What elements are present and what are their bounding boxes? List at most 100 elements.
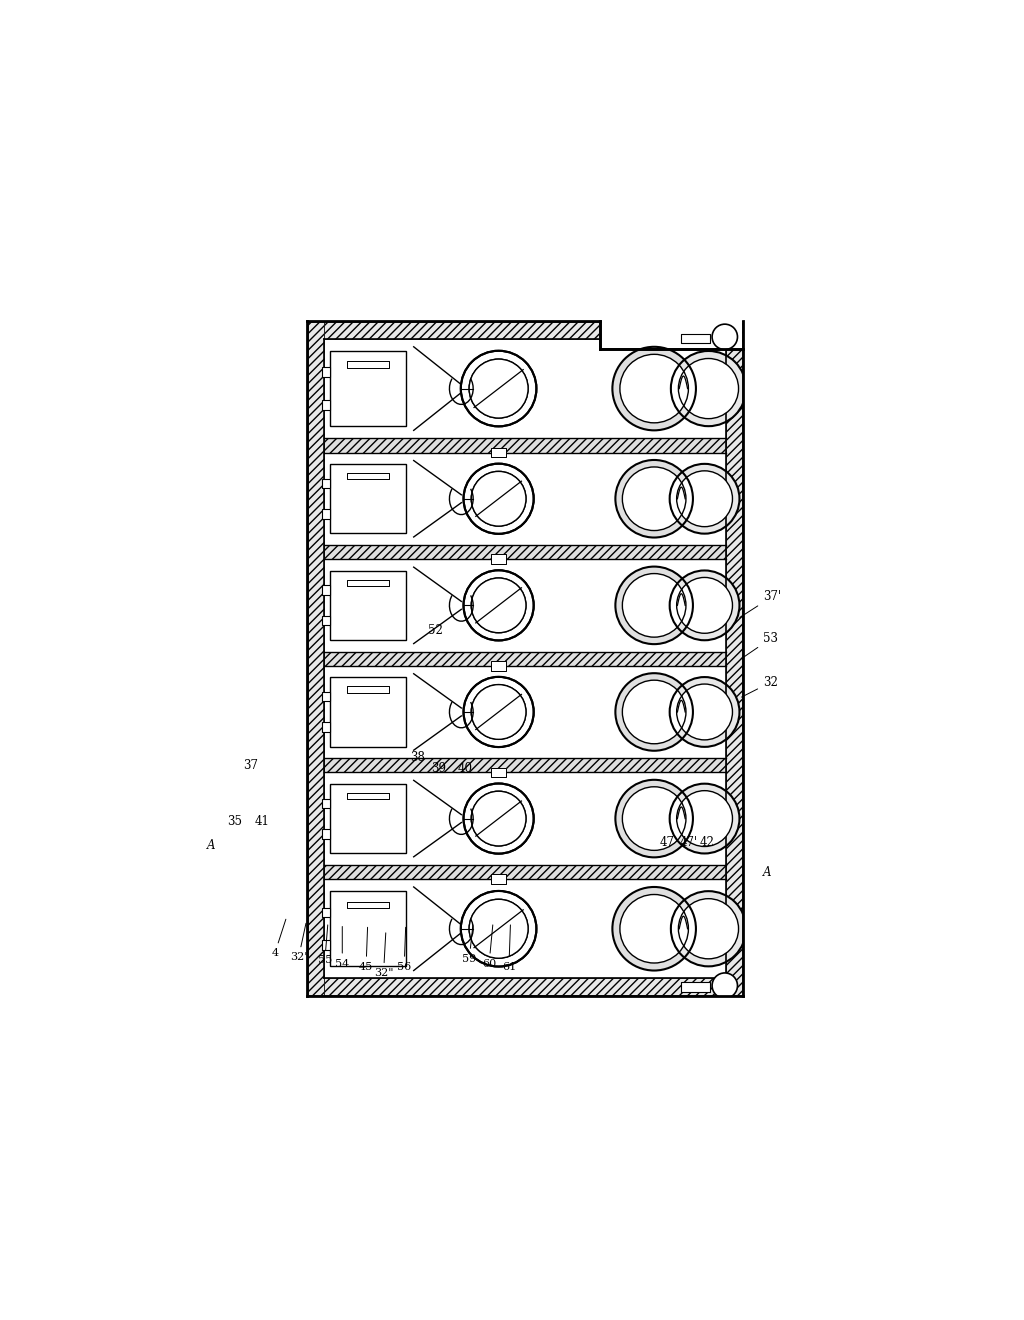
Circle shape (677, 577, 732, 634)
Bar (492, 661, 506, 671)
Text: 59: 59 (462, 925, 476, 964)
Bar (324, 865, 726, 879)
Bar (323, 829, 331, 838)
Text: 47': 47' (680, 837, 697, 849)
Bar (743, 269, 922, 1064)
Text: 45: 45 (359, 927, 373, 972)
Bar (331, 351, 406, 426)
Bar (323, 367, 331, 378)
Bar (323, 616, 331, 626)
Text: US 2009/0325040 A1: US 2009/0325040 A1 (712, 292, 870, 305)
Circle shape (464, 677, 534, 747)
Bar (324, 652, 726, 665)
Bar (492, 768, 506, 777)
Bar (347, 902, 389, 908)
Bar (492, 554, 506, 564)
Circle shape (464, 463, 534, 533)
Bar (306, 321, 324, 997)
Text: 32': 32' (290, 923, 307, 962)
Text: 53: 53 (741, 632, 778, 659)
Circle shape (471, 578, 526, 632)
Circle shape (469, 899, 528, 958)
Bar (331, 465, 406, 533)
Bar (331, 784, 406, 853)
Bar (323, 585, 331, 595)
Bar (331, 891, 406, 966)
Circle shape (471, 791, 526, 846)
Bar (323, 510, 331, 519)
Bar (331, 677, 406, 747)
Circle shape (471, 578, 526, 632)
Circle shape (623, 574, 686, 638)
Circle shape (469, 899, 528, 958)
Text: 52: 52 (428, 624, 442, 638)
Circle shape (670, 570, 739, 640)
Bar (323, 616, 331, 626)
Bar (331, 465, 406, 533)
Text: Dec. 31, 2009: Dec. 31, 2009 (418, 292, 520, 305)
Bar (323, 829, 331, 838)
Text: 61: 61 (502, 925, 516, 972)
Text: 4: 4 (271, 919, 286, 958)
Bar (323, 585, 331, 595)
Circle shape (712, 325, 737, 350)
Text: 60: 60 (482, 925, 497, 969)
Bar (323, 479, 331, 488)
Bar (306, 997, 743, 1064)
Circle shape (677, 684, 732, 741)
Bar (323, 722, 331, 733)
Circle shape (678, 359, 738, 418)
Bar (331, 784, 406, 853)
Circle shape (612, 887, 696, 970)
Bar (323, 400, 331, 409)
Text: A: A (763, 866, 771, 879)
Circle shape (670, 677, 739, 747)
Bar (347, 473, 389, 479)
Circle shape (469, 359, 528, 418)
Circle shape (670, 784, 739, 854)
Circle shape (471, 685, 526, 739)
Circle shape (677, 471, 732, 527)
Circle shape (461, 891, 537, 966)
Circle shape (615, 459, 693, 537)
Bar (347, 793, 389, 799)
Bar (492, 768, 506, 777)
Text: Sheet 3 of 20: Sheet 3 of 20 (560, 292, 659, 305)
Bar (331, 351, 406, 426)
Bar (128, 269, 306, 1064)
Bar (323, 908, 331, 917)
Circle shape (620, 895, 688, 964)
Bar (323, 367, 331, 378)
Bar (681, 334, 710, 343)
Text: 32": 32" (374, 933, 393, 978)
Text: FIG.3: FIG.3 (185, 982, 251, 1002)
Circle shape (612, 347, 696, 430)
Circle shape (623, 680, 686, 743)
Bar (681, 982, 710, 991)
Bar (492, 874, 506, 884)
Text: 47: 47 (659, 837, 675, 849)
Bar (331, 891, 406, 966)
Circle shape (469, 359, 528, 418)
Circle shape (678, 899, 738, 958)
Bar (323, 479, 331, 488)
Circle shape (671, 891, 746, 966)
Bar (324, 545, 726, 560)
Text: 37: 37 (243, 759, 258, 772)
Circle shape (623, 787, 686, 850)
Text: 38: 38 (410, 751, 425, 764)
Bar (492, 447, 506, 457)
Bar (492, 874, 506, 884)
Text: 41: 41 (255, 814, 270, 828)
Text: 54: 54 (335, 927, 349, 969)
Circle shape (471, 791, 526, 846)
Circle shape (464, 570, 534, 640)
Bar (324, 758, 726, 772)
Circle shape (464, 463, 534, 533)
Text: 32: 32 (741, 676, 778, 697)
Bar (347, 473, 389, 479)
Circle shape (461, 351, 537, 426)
Bar (331, 570, 406, 640)
Bar (347, 579, 389, 586)
Bar (324, 438, 726, 453)
